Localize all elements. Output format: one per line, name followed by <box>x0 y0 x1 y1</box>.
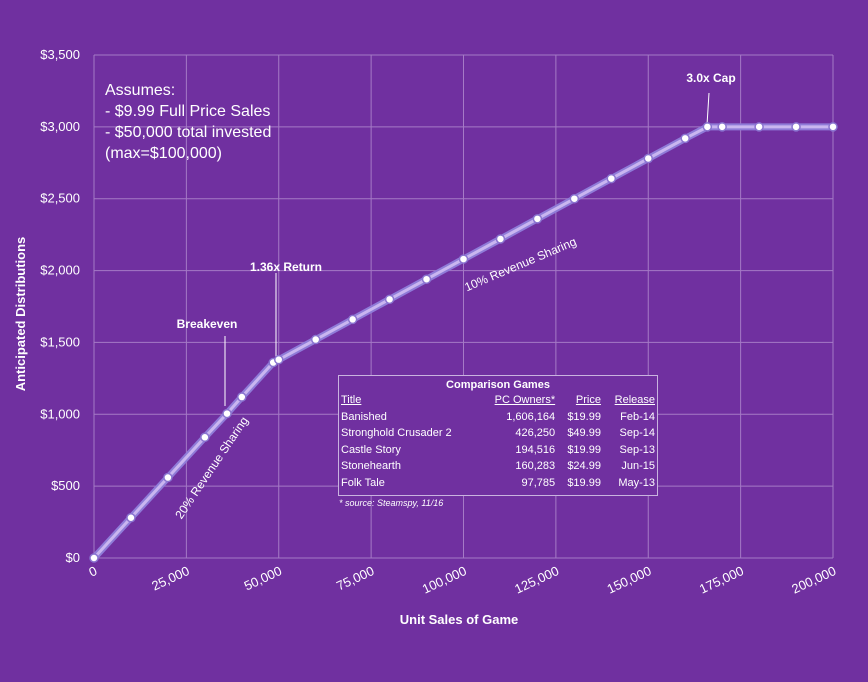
comparison-title: Comparison Games <box>446 379 550 391</box>
y-tick-label: $3,500 <box>40 47 80 62</box>
x-tick-label: 50,000 <box>242 563 284 593</box>
assumptions-box: Assumes: - $9.99 Full Price Sales - $50,… <box>105 80 271 164</box>
x-tick-label: 0 <box>86 563 99 580</box>
data-point <box>754 122 764 132</box>
cell-release: Sep-13 <box>619 443 655 456</box>
table-row: Stonehearth 160,283 $24.99 Jun-15 <box>339 458 657 475</box>
cell-price: $24.99 <box>567 460 601 473</box>
data-point <box>680 133 690 144</box>
y-tick-label: $2,000 <box>40 263 80 278</box>
cell-title: Castle Story <box>341 443 401 456</box>
cell-release: May-13 <box>618 476 655 489</box>
data-point <box>347 314 358 325</box>
y-tick-label: $1,500 <box>40 334 80 349</box>
cell-owners: 97,785 <box>521 476 556 489</box>
data-point <box>702 122 713 132</box>
cell-price: $49.99 <box>567 427 601 440</box>
column-header-title: Title <box>341 394 362 407</box>
x-tick-label: 150,000 <box>605 563 654 596</box>
data-point <box>532 214 543 224</box>
data-point <box>458 254 469 264</box>
cell-owners: 1,606,164 <box>506 410 556 423</box>
x-tick-label: 100,000 <box>420 563 469 596</box>
cell-owners: 194,516 <box>515 443 556 456</box>
cell-owners: 160,283 <box>515 460 556 473</box>
x-tick-label: 175,000 <box>697 563 746 596</box>
x-axis-title: Unit Sales of Game <box>400 612 518 627</box>
data-point <box>828 122 838 132</box>
series-markers <box>89 122 838 563</box>
table-row: Banished 1,606,164 $19.99 Feb-14 <box>339 409 657 426</box>
table-row: Castle Story 194,516 $19.99 Sep-13 <box>339 442 657 459</box>
cell-price: $19.99 <box>567 410 601 423</box>
x-tick-label: 25,000 <box>149 563 191 593</box>
cell-title: Stonehearth <box>341 460 401 473</box>
y-tick-label: $500 <box>51 478 80 493</box>
data-point <box>643 153 653 164</box>
data-point <box>495 234 506 244</box>
table-row: Folk Tale 97,785 $19.99 May-13 <box>339 475 657 492</box>
return-label: 1.36x Return <box>250 260 322 274</box>
data-point <box>421 274 432 284</box>
y-tick-label: $3,000 <box>40 119 80 134</box>
data-point <box>717 122 727 132</box>
assumptions-line: (max=$100,000) <box>105 145 222 162</box>
x-tick-label: 200,000 <box>789 563 838 596</box>
segment-label-10pct: 10% Revenue Sharing <box>462 234 578 294</box>
cell-release: Sep-14 <box>619 427 655 440</box>
column-header-release: Release <box>614 394 655 407</box>
cell-owners: 426,250 <box>515 427 556 440</box>
comparison-table: Title PC Owners* Price Release Banished … <box>339 392 657 491</box>
cell-title: Banished <box>341 410 387 423</box>
x-tick-label: 75,000 <box>334 563 376 593</box>
cell-price: $19.99 <box>567 443 601 456</box>
assumptions-line: - $50,000 total invested <box>105 124 272 141</box>
data-point <box>274 354 284 365</box>
y-tick-label: $0 <box>66 550 80 565</box>
cell-title: Folk Tale <box>341 476 385 489</box>
y-tick-labels: $0 $500 $1,000 $1,500 $2,000 $2,500 $3,000 $3,5… <box>40 47 80 565</box>
data-point <box>237 392 247 402</box>
y-tick-label: $1,000 <box>40 406 80 421</box>
assumptions-line: - $9.99 Full Price Sales <box>105 103 271 120</box>
y-axis-title: Anticipated Distributions <box>13 237 28 392</box>
table-header-row: Title PC Owners* Price Release <box>339 392 657 409</box>
data-point <box>126 513 136 523</box>
cap-leader <box>706 92 710 126</box>
data-point <box>310 334 321 345</box>
x-tick-labels: 0 25,000 50,000 75,000 100,000 125,000 150,000… <box>86 563 838 596</box>
breakeven-label: Breakeven <box>177 317 238 331</box>
table-row: Stronghold Crusader 2 426,250 $49.99 Sep… <box>339 425 657 442</box>
column-header-price: Price <box>575 394 601 407</box>
cap-label: 3.0x Cap <box>686 71 735 85</box>
data-point <box>200 432 210 443</box>
cell-release: Jun-15 <box>621 460 655 473</box>
column-header-owners: PC Owners* <box>494 394 556 407</box>
comparison-source-note: * source: Steamspy, 11/16 <box>339 498 444 508</box>
data-point <box>569 193 580 204</box>
x-tick-label: 125,000 <box>512 563 561 596</box>
y-tick-label: $2,500 <box>40 191 80 206</box>
cell-price: $19.99 <box>567 476 601 489</box>
assumptions-line: Assumes: <box>105 82 176 99</box>
data-point <box>222 408 232 419</box>
comparison-games-table: Comparison Games Title PC Owners* Price … <box>338 375 658 496</box>
cell-title: Stronghold Crusader 2 <box>341 427 452 440</box>
data-point <box>384 294 395 305</box>
data-point <box>791 122 801 132</box>
data-point <box>89 553 99 563</box>
data-point <box>606 173 617 184</box>
data-point <box>163 472 173 483</box>
cell-release: Feb-14 <box>620 410 655 423</box>
